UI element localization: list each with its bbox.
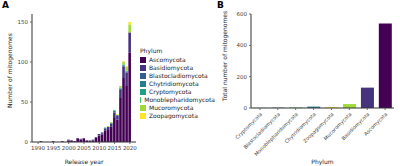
html-text:Monoblepharidomycota: Monoblepharidomycota [144,96,215,103]
html-text:Ascomycota: Ascomycota [149,56,186,63]
svg-text:2010: 2010 [92,145,106,151]
svg-text:100: 100 [18,59,29,65]
svg-text:2000: 2000 [62,145,76,151]
html-text:B: B [217,0,224,10]
html-text:Blastocladiomycota: Blastocladiomycota [149,72,208,79]
svg-text:Ascomycota: Ascomycota [362,111,389,138]
svg-text:2015: 2015 [108,145,122,151]
svg-text:Monoblepharidomycota: Monoblepharidomycota [252,111,299,157]
svg-text:Zoopagomycota: Zoopagomycota [301,111,335,144]
svg-text:Total number of mitogenomes: Total number of mitogenomes [221,11,229,102]
svg-text:2005: 2005 [77,145,91,151]
html-text:Phylum: Phylum [140,46,163,54]
svg-text:Chytridiomycota: Chytridiomycota [283,111,317,145]
svg-text:1995: 1995 [46,145,60,151]
html-text:Basidiomycota: Basidiomycota [149,64,194,71]
html-text:A: A [2,0,9,10]
html-text:Cryptomycota: Cryptomycota [149,88,192,95]
svg-text:150: 150 [18,19,29,25]
svg-text:50: 50 [21,99,28,105]
svg-text:Number of mitogenomes: Number of mitogenomes [8,33,14,108]
svg-text:Cryptomycota: Cryptomycota [233,111,264,141]
svg-text:Mucoromycota: Mucoromycota [322,111,353,142]
svg-text:400: 400 [237,42,248,48]
svg-text:2020: 2020 [123,145,137,151]
svg-text:1990: 1990 [31,145,45,151]
svg-text:0: 0 [244,105,248,111]
svg-text:Blastocladiomycota: Blastocladiomycota [242,111,281,150]
svg-text:200: 200 [237,74,248,80]
svg-text:Phylum: Phylum [311,158,333,166]
svg-text:600: 600 [237,11,248,17]
svg-text:Release year: Release year [65,158,104,166]
html-text:Zoopagomycota: Zoopagomycota [149,112,198,119]
html-text:Chytridiomycota: Chytridiomycota [149,80,199,87]
html-text:Mucoromycota: Mucoromycota [149,104,194,111]
svg-text:Basidiomycota: Basidiomycota [340,111,371,142]
svg-text:0: 0 [25,139,29,145]
